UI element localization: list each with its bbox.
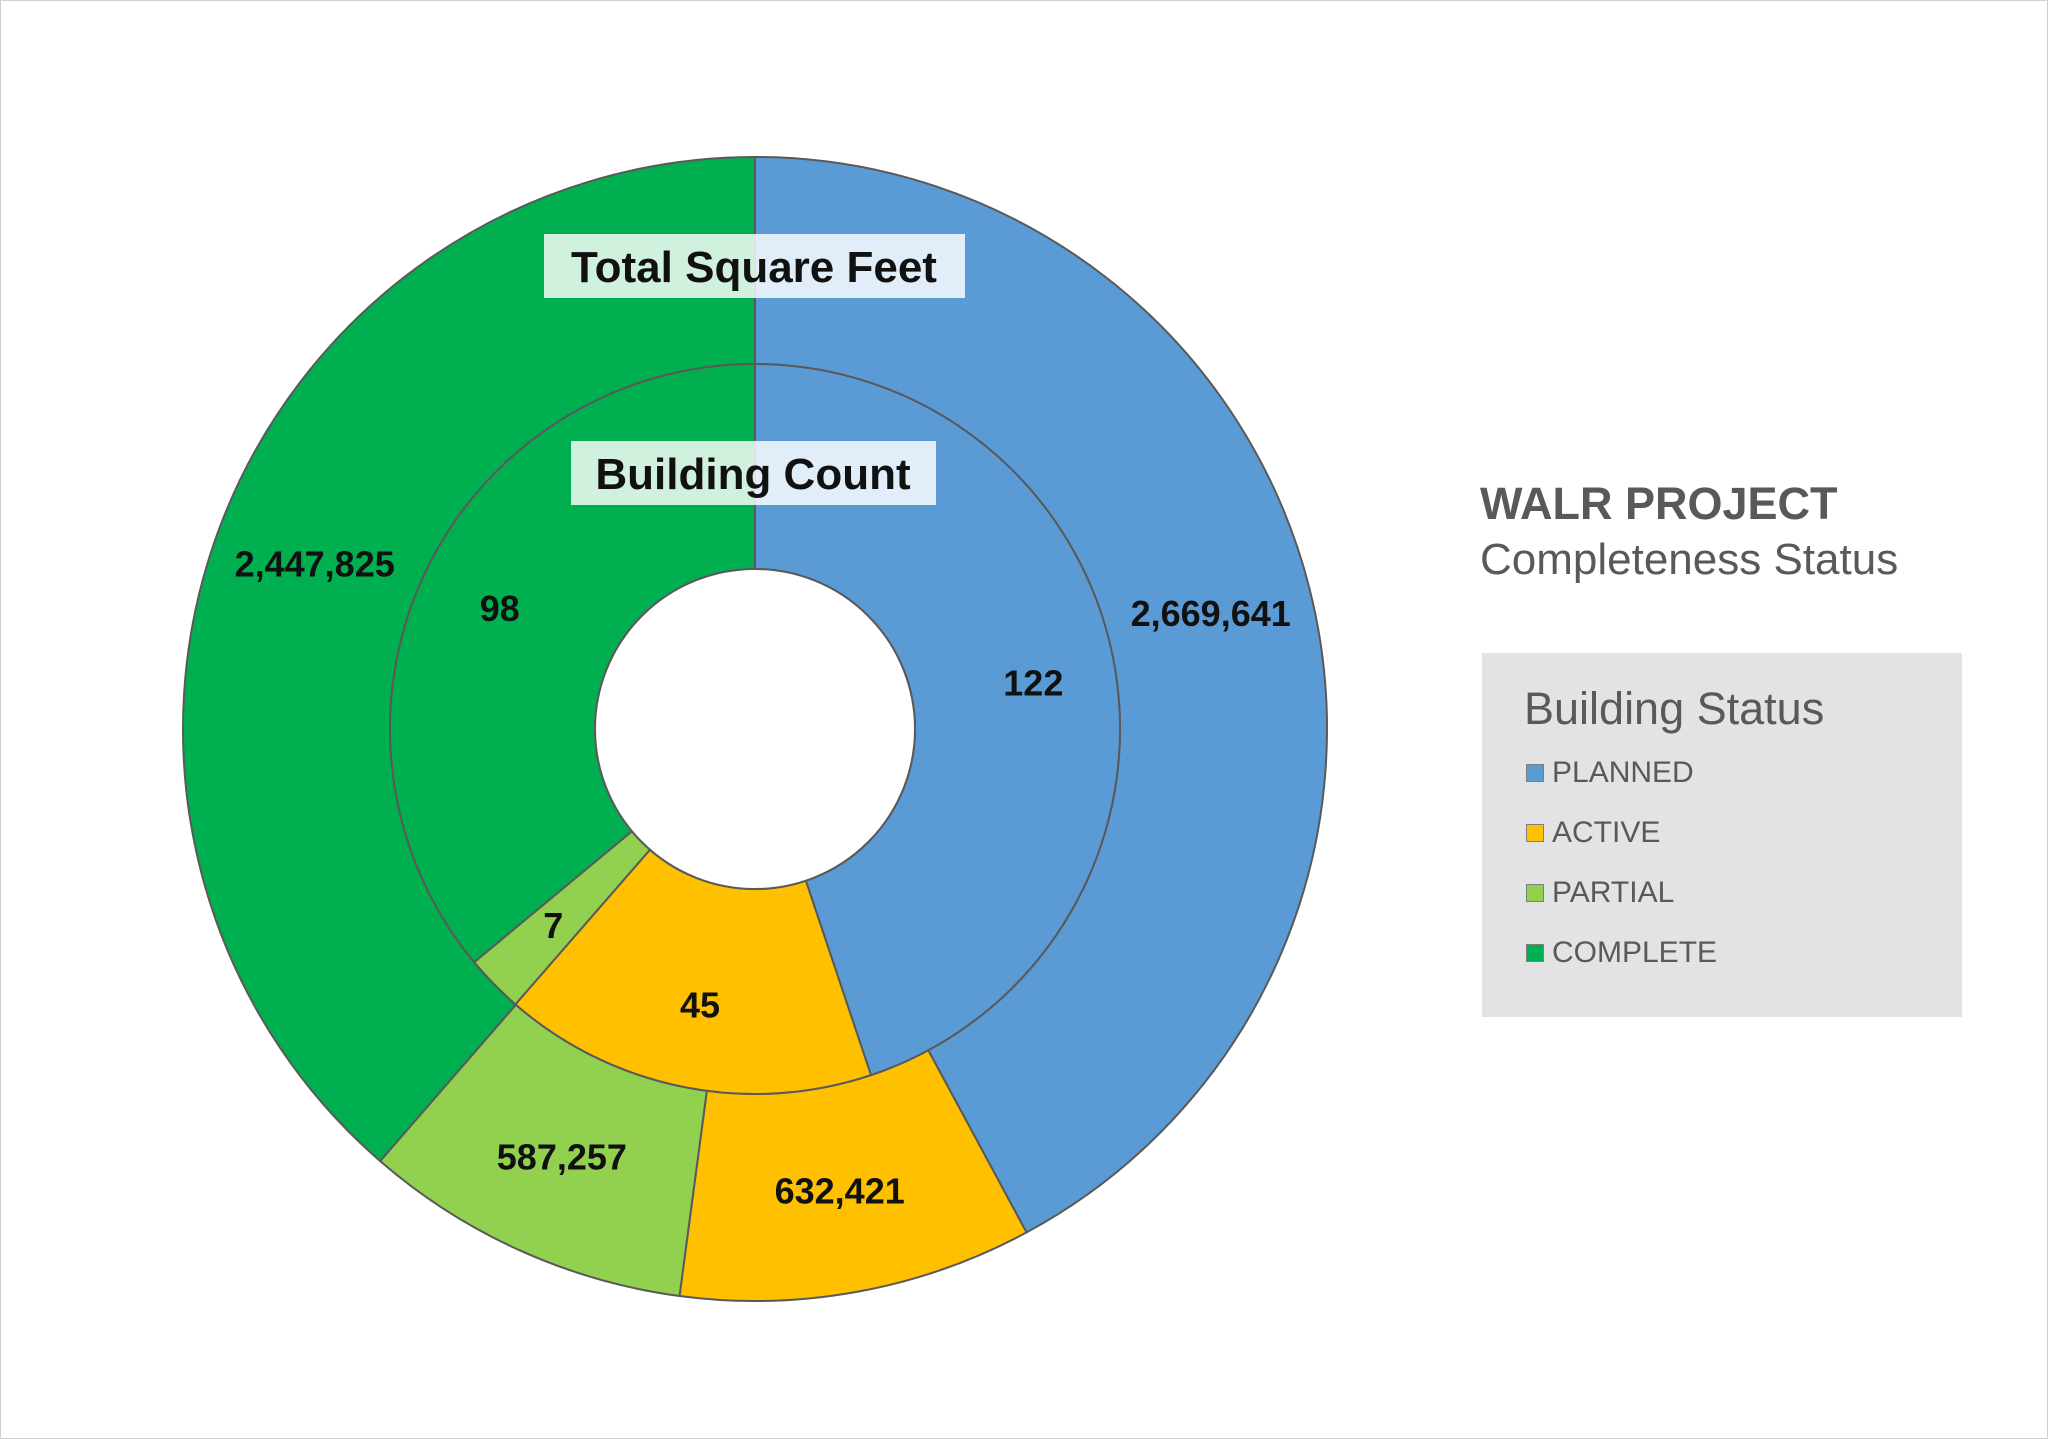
inner-ring-title: Building Count — [595, 450, 911, 499]
outer-label-partial: 587,257 — [497, 1136, 627, 1177]
legend: Building Status PLANNED ACTIVE PARTIAL C… — [1482, 653, 1962, 1017]
inner-label-planned: 122 — [1003, 663, 1063, 704]
legend-label-planned: PLANNED — [1552, 756, 1694, 789]
legend-swatch-planned — [1526, 764, 1544, 782]
legend-swatch-active — [1526, 824, 1544, 842]
outer-label-planned: 2,669,641 — [1131, 593, 1291, 634]
inner-label-partial: 7 — [543, 905, 563, 946]
inner-ring-title-bg — [571, 441, 936, 505]
chart-subtitle: Completeness Status — [1480, 535, 1899, 584]
outer-ring-title: Total Square Feet — [571, 243, 937, 292]
data-labels: 2,669,641 632,421 587,257 2,447,825 122 45 7 98 — [235, 544, 1291, 1212]
outer-label-complete: 2,447,825 — [235, 544, 395, 585]
legend-label-complete: COMPLETE — [1552, 936, 1718, 969]
legend-item-complete: COMPLETE — [1526, 935, 1717, 971]
inner-label-active: 45 — [680, 985, 720, 1026]
legend-label-active: ACTIVE — [1552, 816, 1661, 849]
legend-item-partial: PARTIAL — [1526, 875, 1674, 911]
legend-swatch-complete — [1526, 944, 1544, 962]
inner-ring-building-count — [389, 362, 1121, 1095]
donut-hole — [594, 568, 916, 890]
outer-ring-title-bg — [544, 234, 965, 298]
legend-swatch-partial — [1526, 884, 1544, 902]
legend-label-partial: PARTIAL — [1552, 876, 1675, 909]
legend-item-planned: PLANNED — [1526, 755, 1694, 791]
inner-label-complete: 98 — [480, 588, 520, 629]
chart-title: WALR PROJECT — [1480, 478, 1838, 529]
legend-item-active: ACTIVE — [1526, 815, 1660, 851]
outer-label-active: 632,421 — [775, 1170, 905, 1211]
legend-title: Building Status — [1524, 683, 1825, 734]
